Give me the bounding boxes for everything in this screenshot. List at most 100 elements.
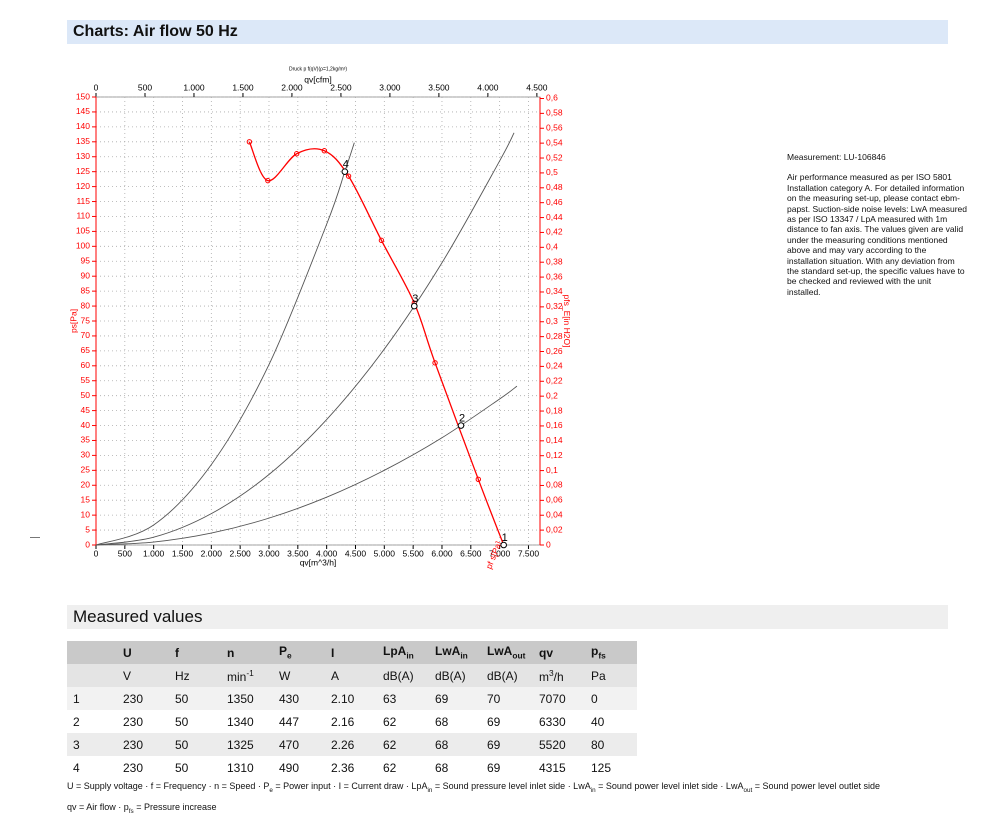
y-tick-label: 35 <box>81 435 91 445</box>
y2-tick-label: 0,22 <box>546 376 563 386</box>
section-header: Measured values <box>67 605 948 629</box>
cell-text: p <box>591 644 599 659</box>
table-cell: dB(A) <box>429 664 481 687</box>
y2-tick-label: 0,56 <box>546 123 563 133</box>
table-cell: n <box>221 641 273 664</box>
cell-text: 4315 <box>539 760 566 775</box>
y-tick-label: 85 <box>81 285 91 295</box>
cell-text: LwA <box>487 644 513 659</box>
table-cell: W <box>273 664 325 687</box>
notes-text: Air performance measured as per ISO 5801… <box>787 172 968 297</box>
y-tick-label: 50 <box>81 390 91 400</box>
table-row: 4 230 50 1310 490 2.36 62 68 69 4315 125 <box>67 756 637 779</box>
y-tick-label: 25 <box>81 465 91 475</box>
cell-text: 1340 <box>227 714 254 729</box>
curve-marker <box>475 476 482 482</box>
table-row: 2 230 50 1340 447 2.16 62 68 69 6330 40 <box>67 710 637 733</box>
y-tick-label: 10 <box>81 509 91 519</box>
y2-tick-label: 0,02 <box>546 524 563 534</box>
cell-text: 230 <box>123 760 144 775</box>
cell-text: 1310 <box>227 760 254 775</box>
x2-tick-label: 500 <box>138 82 152 92</box>
cell-text: 40 <box>591 714 605 729</box>
x2-tick-label: 2.000 <box>281 82 303 92</box>
x-tick-label: 4.500 <box>345 548 367 558</box>
curve-marker <box>432 360 438 366</box>
curve-marker <box>321 148 328 154</box>
measurement-id: Measurement: LU-106846 <box>787 152 886 162</box>
table-cell: 62 <box>377 733 429 756</box>
cell-subscript: fs <box>598 650 606 661</box>
cell-text: min <box>227 669 247 684</box>
curve-marker <box>265 177 271 184</box>
y-tick-label: 125 <box>76 166 90 176</box>
footnote-text: out <box>743 786 753 794</box>
table-cell: 4315 <box>533 756 585 779</box>
curve <box>95 385 518 546</box>
table-cell: pfs <box>585 641 637 664</box>
y2-tick-label: 0,04 <box>546 509 563 519</box>
operating-point-label: 2 <box>459 412 465 424</box>
y2-tick-label: 0,28 <box>546 331 563 341</box>
table-cell: V <box>117 664 169 687</box>
chart-title: Druck p f(qV)(ρ=1,2kg/m³) <box>289 66 347 72</box>
y-tick-label: 115 <box>76 196 90 206</box>
table-cell: 68 <box>429 733 481 756</box>
table-cell: LwAin <box>429 641 481 664</box>
y2-tick-label: 0,36 <box>546 271 563 281</box>
y2-tick-label: 0,3 <box>546 316 558 326</box>
table-cell: qv <box>533 641 585 664</box>
x2-tick-label: 4.500 <box>526 82 548 92</box>
cell-text: 50 <box>175 760 189 775</box>
x2-tick-label: 4.000 <box>477 82 499 92</box>
footnote-text: in <box>427 786 433 794</box>
cell-text: 70 <box>487 691 501 706</box>
operating-point-label: 1 <box>502 532 508 544</box>
curve-marker <box>378 237 385 244</box>
footnote-text: U = Supply voltage · f = Frequency · n =… <box>67 781 270 791</box>
cell-text: dB(A) <box>383 668 414 683</box>
curve <box>95 132 515 546</box>
y2-tick-label: 0,58 <box>546 108 563 118</box>
chart: 0 500 1.000 1.500 2.000 2.500 3.000 3.500 4.000 4… <box>68 66 572 570</box>
table-cell: 50 <box>169 756 221 779</box>
cell-text: 1350 <box>227 691 254 706</box>
cell-text: 4 <box>73 760 80 775</box>
x2-tick-label: 3.500 <box>428 82 450 92</box>
cell-text: LwA <box>435 644 461 659</box>
table-cell: f <box>169 641 221 664</box>
table-cell <box>67 641 117 664</box>
table-cell: 69 <box>481 756 533 779</box>
y2-tick-label: 0,44 <box>546 212 563 222</box>
table-cell: 230 <box>117 756 169 779</box>
y2-tick-label: 0,6 <box>546 93 558 103</box>
operating-point <box>457 422 465 429</box>
cell-text: 68 <box>435 760 449 775</box>
cell-text: I <box>331 645 335 660</box>
y-tick-label: 15 <box>81 494 91 504</box>
cell-text: dB(A) <box>435 668 466 683</box>
y-tick-label: 40 <box>81 420 91 430</box>
x-tick-label: 2.500 <box>230 548 252 558</box>
table-cell: 2.26 <box>325 733 377 756</box>
operating-point <box>410 302 418 310</box>
y-tick-label: 75 <box>81 315 91 325</box>
x-tick-label: 2.000 <box>201 548 223 558</box>
cell-text: 50 <box>175 737 189 752</box>
curve-marker <box>293 151 300 157</box>
curve-marker <box>246 139 253 145</box>
x2-tick-label: 0 <box>94 82 99 92</box>
table-cell: LwAout <box>481 641 533 664</box>
table-cell: 50 <box>169 733 221 756</box>
table-cell: 1350 <box>221 687 273 710</box>
footnote-text: fs <box>128 807 134 815</box>
y2-tick-label: 0 <box>546 539 551 549</box>
footnote-line: qv = Air flow · pfs = Pressure increase <box>67 799 880 820</box>
cell-text: V <box>123 668 132 683</box>
cell-text: /h <box>553 669 564 684</box>
table-cell: 447 <box>273 710 325 733</box>
table-cell: 50 <box>169 710 221 733</box>
y-tick-label: 90 <box>81 270 91 280</box>
